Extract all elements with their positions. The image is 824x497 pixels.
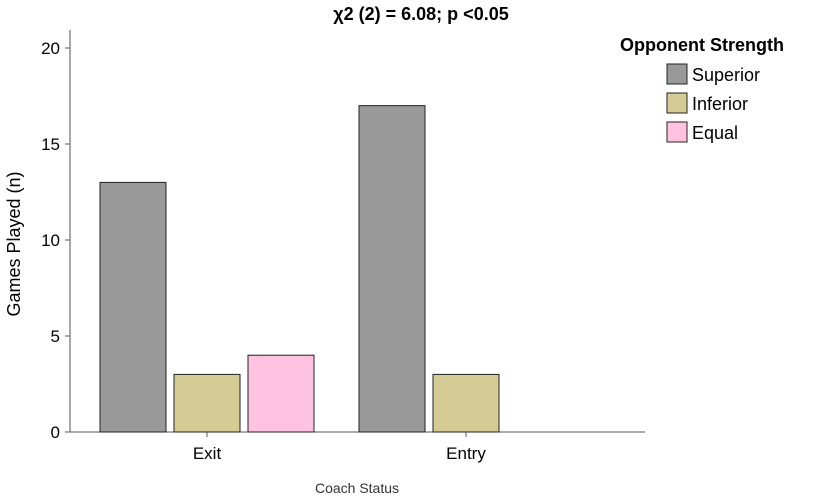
legend: Opponent Strength Superior Inferior Equal [620, 35, 784, 143]
x-category-label: Exit [193, 444, 222, 463]
legend-label-inferior: Inferior [692, 94, 748, 114]
bar-exit-superior [99, 181, 167, 433]
chart-title: χ2 (2) = 6.08; p <0.05 [333, 4, 508, 24]
y-tick-label: 15 [41, 135, 60, 154]
y-axis-label: Games Played (n) [4, 171, 24, 316]
x-axis-label: Coach Status [315, 480, 399, 496]
legend-swatch-inferior [666, 92, 688, 114]
legend-swatch-equal [666, 121, 688, 143]
legend-items: Superior Inferior Equal [666, 63, 760, 143]
bar-exit-inferior [173, 373, 241, 433]
legend-label-superior: Superior [692, 65, 760, 85]
y-tick-label: 10 [41, 231, 60, 250]
legend-label-equal: Equal [692, 123, 738, 143]
legend-swatch-superior [666, 63, 688, 85]
bars [99, 105, 500, 433]
x-category-label: Entry [446, 444, 486, 463]
y-tick-label: 20 [41, 39, 60, 58]
y-tick-label: 5 [51, 327, 60, 346]
y-ticks: 0 5 10 15 20 [41, 39, 70, 442]
bar-entry-inferior [432, 373, 500, 433]
legend-title: Opponent Strength [620, 35, 784, 55]
y-tick-label: 0 [51, 423, 60, 442]
x-categories: Exit Entry [193, 432, 486, 463]
bar-entry-superior [358, 105, 426, 433]
bar-exit-equal [247, 354, 315, 433]
